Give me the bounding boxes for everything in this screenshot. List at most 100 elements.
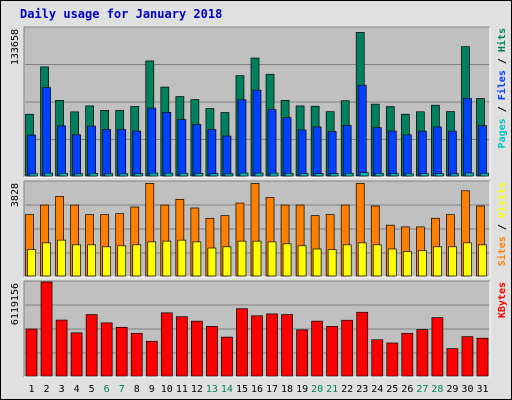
bar-kbytes-day-20 [311,320,323,377]
bar-sites-day-23 [357,242,367,277]
bar-kbytes-day-1 [25,328,38,377]
bar-sites-day-15 [237,240,247,277]
x-tick-label-26: 26 [401,384,413,395]
bar-files-day-4 [72,134,81,177]
x-tick-label-4: 4 [74,384,80,395]
legend-entry: / [497,100,508,118]
x-tick-label-25: 25 [386,384,398,395]
bar-files-day-27 [418,130,427,177]
bar-pages-day-31 [480,172,489,177]
bar-pages-day-30 [465,172,474,177]
panel-top-ymax-label: 133658 [10,29,21,65]
bar-pages-day-19 [299,173,309,177]
bar-kbytes-day-30 [461,336,474,377]
bar-sites-day-12 [192,241,202,277]
bar-pages-day-27 [420,173,429,177]
panel-middle-legend: Sites / Visits [496,182,508,266]
panel-middle-ymax-label: 3828 [10,183,21,207]
bar-files-day-19 [297,129,307,177]
bar-files-day-12 [192,124,202,177]
bar-sites-day-28 [433,246,442,277]
bar-pages-day-26 [404,173,414,177]
bar-files-day-6 [102,129,112,177]
bar-kbytes-day-18 [281,314,293,377]
bar-sites-day-3 [57,239,66,277]
x-tick-label-11: 11 [176,384,188,395]
x-tick-label-3: 3 [59,384,65,395]
bar-kbytes-day-27 [416,329,429,377]
bar-kbytes-day-4 [70,332,83,377]
bar-pages-day-14 [224,173,234,177]
x-tick-label-24: 24 [371,384,383,395]
bar-sites-day-26 [402,251,412,277]
bar-pages-day-16 [254,172,264,177]
bar-sites-day-4 [72,244,81,277]
bar-sites-day-19 [297,245,307,277]
x-tick-label-19: 19 [296,384,308,395]
bar-files-day-11 [177,119,187,177]
bar-pages-day-15 [239,172,249,177]
x-tick-label-5: 5 [89,384,95,395]
legend-entry: / [497,218,508,236]
bar-files-day-9 [147,107,157,177]
bar-pages-day-5 [89,172,98,177]
x-tick-label-9: 9 [149,384,155,395]
bar-sites-day-20 [312,248,322,277]
x-tick-label-17: 17 [266,384,278,395]
bar-files-day-5 [87,125,96,177]
x-tick-label-29: 29 [446,384,458,395]
bar-kbytes-day-16 [251,315,263,377]
bar-files-day-21 [327,131,337,177]
bar-kbytes-day-15 [236,308,248,377]
bar-sites-day-8 [132,244,142,277]
bar-files-day-13 [207,129,217,177]
chart-title: Daily usage for January 2018 [20,7,222,21]
bar-pages-day-6 [104,173,114,177]
bar-pages-day-9 [149,172,159,177]
bar-files-day-28 [433,126,442,177]
x-tick-label-2: 2 [44,384,50,395]
bar-files-day-18 [282,117,292,177]
bar-files-day-2 [42,87,51,177]
x-tick-label-21: 21 [326,384,338,395]
bar-files-day-1 [27,134,36,177]
bar-kbytes-day-25 [386,342,399,377]
x-tick-label-30: 30 [461,384,473,395]
bar-pages-day-12 [194,172,204,177]
bar-files-day-14 [222,135,232,177]
bar-sites-day-30 [463,242,472,277]
legend-entry: / [497,52,508,70]
bar-files-day-29 [448,130,457,177]
bar-kbytes-day-5 [85,314,98,377]
bar-files-day-15 [237,99,247,177]
bar-pages-day-23 [359,172,369,177]
bar-kbytes-day-19 [296,329,308,377]
panel-bottom-ymax-label: 6119156 [10,283,21,325]
bar-sites-day-5 [87,244,96,277]
bar-files-day-23 [357,84,367,177]
bar-sites-day-16 [252,240,262,277]
bar-kbytes-day-2 [40,281,53,377]
bar-pages-day-10 [164,172,174,177]
bar-pages-day-11 [179,172,189,177]
x-tick-label-31: 31 [476,384,488,395]
x-tick-label-1: 1 [29,384,35,395]
bar-pages-day-25 [389,173,399,177]
bar-kbytes-day-22 [341,319,354,377]
bar-sites-day-22 [342,244,352,277]
x-tick-label-27: 27 [416,384,428,395]
bar-pages-day-2 [44,172,53,177]
bar-sites-day-29 [448,246,457,277]
bar-kbytes-day-7 [115,326,128,377]
bar-sites-day-17 [267,241,277,277]
bar-files-day-24 [372,127,382,177]
bar-kbytes-day-28 [431,317,444,377]
bar-files-day-22 [342,125,352,177]
x-tick-label-7: 7 [119,384,125,395]
bar-pages-day-7 [119,173,129,177]
legend-entry: Sites [496,236,508,266]
bar-pages-day-17 [269,172,279,177]
legend-entry: Pages [497,118,508,148]
bar-kbytes-day-21 [326,326,339,377]
